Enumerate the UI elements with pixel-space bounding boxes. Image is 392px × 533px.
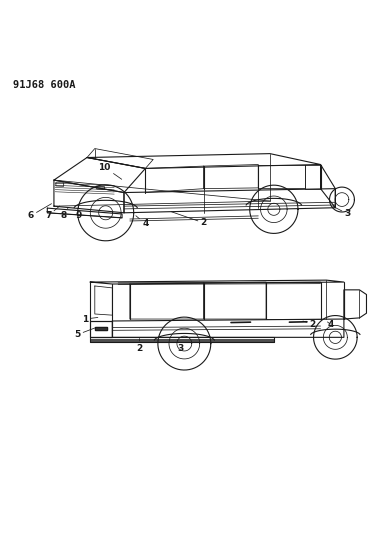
Text: 4: 4 [136,216,149,228]
Text: 3: 3 [333,206,351,219]
Text: 91J68 600A: 91J68 600A [13,79,76,90]
Text: 2: 2 [136,338,143,353]
Polygon shape [95,327,107,330]
Text: 10: 10 [98,163,122,179]
Text: 9: 9 [75,206,82,221]
Text: 2: 2 [303,320,316,329]
Text: 2: 2 [171,212,207,228]
Text: 3: 3 [177,340,183,353]
Text: 1: 1 [82,314,98,324]
Text: 7: 7 [45,206,60,221]
Text: 5: 5 [74,328,95,339]
Text: 8: 8 [60,207,68,221]
Text: 4: 4 [327,320,334,329]
Text: 6: 6 [27,204,51,221]
